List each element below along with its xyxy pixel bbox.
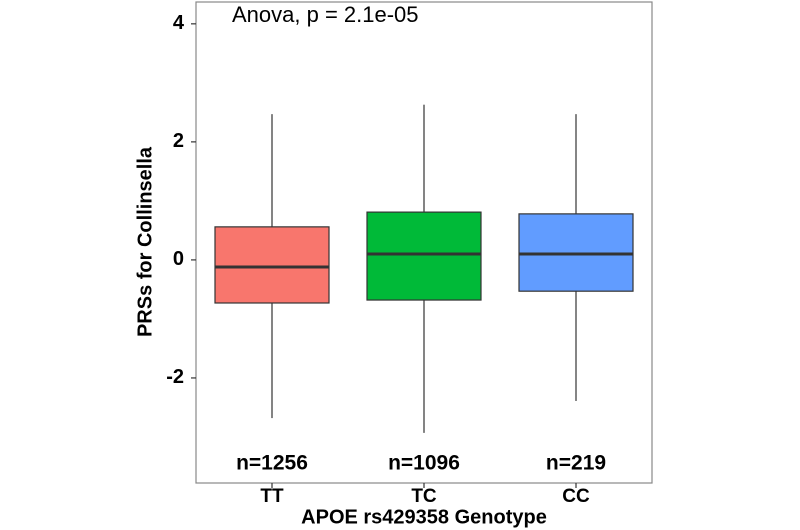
x-tick-label: TT (260, 486, 284, 507)
x-tick-label: TC (411, 486, 437, 507)
y-tick-label: 2 (173, 130, 184, 152)
y-tick-label: 0 (173, 248, 184, 270)
box (214, 226, 330, 304)
count-label: n=219 (546, 452, 606, 475)
y-tick-label: 4 (173, 12, 185, 34)
count-label: n=1096 (388, 452, 460, 475)
annotation: Anova, p = 2.1e-05 (232, 2, 419, 27)
y-tick-label: -2 (166, 366, 184, 388)
x-tick-label: CC (562, 486, 590, 507)
count-label: n=1256 (236, 452, 308, 475)
box (366, 211, 482, 301)
x-axis-title: APOE rs429358 Genotype (301, 506, 547, 528)
y-axis-title: PRSs for Collinsella (134, 146, 156, 337)
